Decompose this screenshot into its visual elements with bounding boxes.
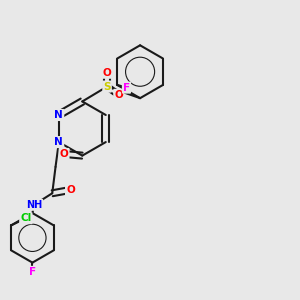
Text: O: O [60, 149, 68, 159]
Text: O: O [114, 90, 123, 100]
Text: Cl: Cl [20, 213, 32, 223]
Text: S: S [103, 82, 111, 92]
Text: O: O [66, 185, 75, 195]
Text: F: F [29, 267, 36, 277]
Text: F: F [123, 82, 130, 93]
Text: N: N [55, 110, 63, 120]
Text: O: O [103, 68, 111, 78]
Text: NH: NH [26, 200, 42, 210]
Text: N: N [55, 137, 63, 147]
